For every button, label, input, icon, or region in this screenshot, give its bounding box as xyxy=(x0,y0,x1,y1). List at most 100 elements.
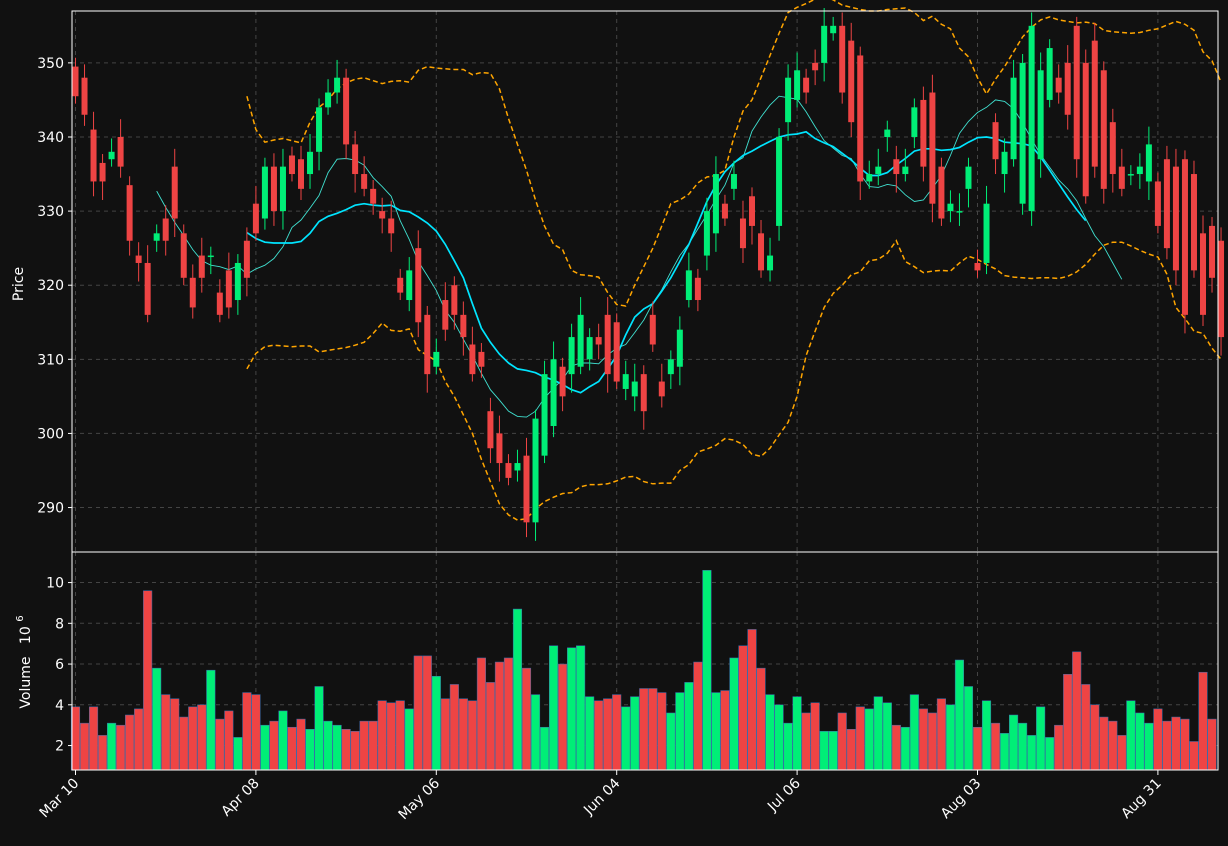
candle-body xyxy=(1037,70,1044,160)
volume-bar xyxy=(251,694,261,771)
volume-bar xyxy=(891,724,901,771)
candle-body xyxy=(893,159,900,175)
candle-body xyxy=(658,381,665,397)
volume-bar xyxy=(233,737,243,771)
volume-bar xyxy=(485,682,495,771)
candle-body xyxy=(361,174,368,189)
x-tick-label: Aug 31 xyxy=(1118,776,1164,822)
candle-body xyxy=(767,255,774,271)
volume-bar xyxy=(1072,651,1082,771)
candle-body xyxy=(189,277,196,308)
volume-bar xyxy=(675,692,685,771)
volume-bar xyxy=(954,659,965,771)
candle-body xyxy=(1118,166,1125,189)
volume-bar xyxy=(1189,741,1199,771)
candle-body xyxy=(288,155,295,175)
bollinger-lower-line xyxy=(246,239,1222,521)
candle-body xyxy=(1136,166,1143,175)
candle-body xyxy=(739,218,746,249)
candle-body xyxy=(1055,77,1062,93)
volume-bar xyxy=(756,667,766,771)
volume-bar xyxy=(1045,737,1055,771)
candle-body xyxy=(1209,225,1216,278)
candle-body xyxy=(523,455,530,523)
volume-bar xyxy=(116,724,126,771)
volume-bar xyxy=(1207,718,1217,771)
volume-bar xyxy=(720,690,730,771)
volume-bar xyxy=(1126,700,1136,771)
volume-bar xyxy=(242,692,252,771)
volume-bar xyxy=(1153,708,1163,771)
candle-body xyxy=(649,314,656,345)
candle-body xyxy=(1100,70,1107,189)
volume-bar xyxy=(612,694,622,771)
candle-body xyxy=(749,196,755,226)
volume-bar xyxy=(188,706,198,771)
volume-bar xyxy=(621,706,631,771)
candle-body xyxy=(487,411,494,449)
candle-body xyxy=(667,359,674,375)
candle-body xyxy=(1091,40,1098,167)
volume-bar xyxy=(422,655,432,771)
volume-bar xyxy=(413,655,423,771)
volume-bar xyxy=(1054,724,1064,771)
candle-body xyxy=(90,129,97,182)
price-tick-label: 320 xyxy=(37,278,64,294)
volume-bar xyxy=(179,716,189,771)
x-tick-label: Jun 04 xyxy=(580,775,623,818)
volume-bar xyxy=(314,686,324,771)
volume-bar xyxy=(359,720,369,771)
volume-bar xyxy=(134,708,144,771)
x-tick-label: Jul 06 xyxy=(764,775,804,815)
candle-body xyxy=(1001,151,1008,175)
price-tick-label: 330 xyxy=(37,204,64,220)
candle-body xyxy=(577,314,584,367)
candle-body xyxy=(1019,62,1026,204)
candle-body xyxy=(839,25,846,93)
ma-slow-line xyxy=(246,130,1087,394)
candle-body xyxy=(207,255,214,258)
candle-body xyxy=(631,381,638,397)
volume-tick-label: 10 xyxy=(46,576,64,592)
candle-body xyxy=(234,262,241,301)
volume-bar xyxy=(287,726,297,771)
candle-body xyxy=(397,277,404,293)
volume-bar xyxy=(927,712,937,771)
candle-body xyxy=(379,211,386,219)
candle-body xyxy=(144,262,151,315)
volume-bar xyxy=(648,688,658,771)
volume-bar xyxy=(747,629,757,771)
volume-bar xyxy=(215,718,225,771)
candle-body xyxy=(929,92,936,204)
candle-body xyxy=(1200,233,1206,315)
volume-bar xyxy=(1000,733,1010,771)
candle-body xyxy=(72,66,79,97)
candle-body xyxy=(108,151,115,160)
candle-body xyxy=(460,314,467,338)
volume-axis-label-power: 6 xyxy=(15,615,26,621)
volume-bar xyxy=(963,686,974,771)
volume-bar xyxy=(440,698,450,771)
candle-body xyxy=(325,92,332,108)
candle-body xyxy=(586,337,593,360)
volume-bar xyxy=(521,667,532,771)
candle-body xyxy=(162,218,169,241)
volume-bar xyxy=(350,731,360,771)
price-tick-label: 290 xyxy=(37,501,64,517)
candle-body xyxy=(559,366,566,397)
volume-bar xyxy=(143,590,153,771)
candle-body xyxy=(478,351,485,367)
volume-bar xyxy=(657,692,667,771)
volume-bar xyxy=(494,661,504,771)
volume-bar xyxy=(79,722,90,771)
candle-body xyxy=(758,233,765,271)
volume-bar xyxy=(693,661,703,771)
volume-bar xyxy=(576,645,586,771)
volume-bar xyxy=(810,702,820,771)
volume-bar xyxy=(1099,716,1109,771)
candle-body xyxy=(442,300,449,330)
candle-body xyxy=(117,136,124,167)
volume-bar xyxy=(630,696,640,771)
candle-body xyxy=(1163,159,1170,249)
